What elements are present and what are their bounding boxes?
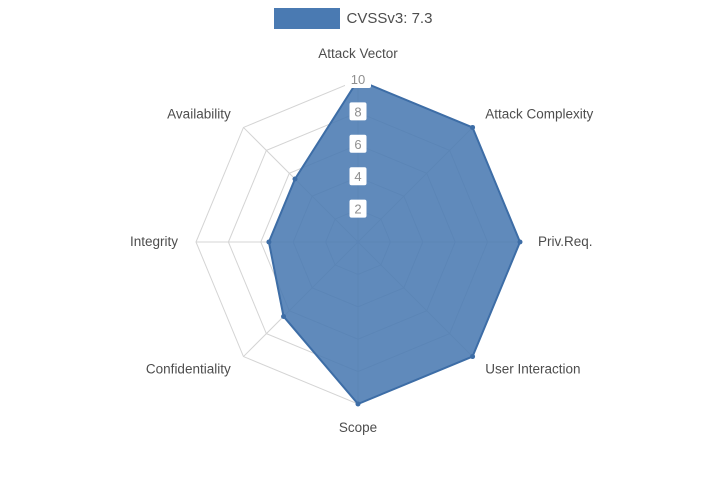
tick-label-bg xyxy=(349,167,367,186)
axis-label: Priv.Req. xyxy=(538,234,593,249)
tick-label-bg xyxy=(349,134,367,153)
tick-label-bg xyxy=(349,199,367,218)
axis-label: Scope xyxy=(339,420,377,435)
legend-item[interactable]: CVSSv3: 7.3 xyxy=(0,8,706,29)
axis-label: Attack Vector xyxy=(318,46,398,61)
axis-label: Attack Complexity xyxy=(485,107,593,122)
series-vertex xyxy=(292,176,298,182)
series-vertex xyxy=(355,401,361,407)
series-vertex xyxy=(517,239,523,245)
axis-label: Integrity xyxy=(130,234,178,249)
tick-label: 2 xyxy=(354,202,361,217)
legend-label: CVSSv3: 7.3 xyxy=(346,10,433,27)
axis-label: User Interaction xyxy=(485,361,580,376)
tick-label: 8 xyxy=(354,104,361,119)
series-polygon xyxy=(267,79,521,405)
series-vertex xyxy=(470,354,476,360)
legend-swatch xyxy=(273,8,340,29)
tick-label: 6 xyxy=(354,137,361,152)
tick-label: 4 xyxy=(354,169,361,184)
tick-label-bg xyxy=(345,70,371,88)
series-vertex xyxy=(470,124,476,130)
series-vertex xyxy=(281,313,287,319)
tick-label: 10 xyxy=(351,72,365,87)
series-vertex xyxy=(266,239,272,245)
axis-label: Confidentiality xyxy=(146,361,231,376)
tick-label-bg xyxy=(349,102,367,121)
axis-label: Availability xyxy=(167,107,231,122)
